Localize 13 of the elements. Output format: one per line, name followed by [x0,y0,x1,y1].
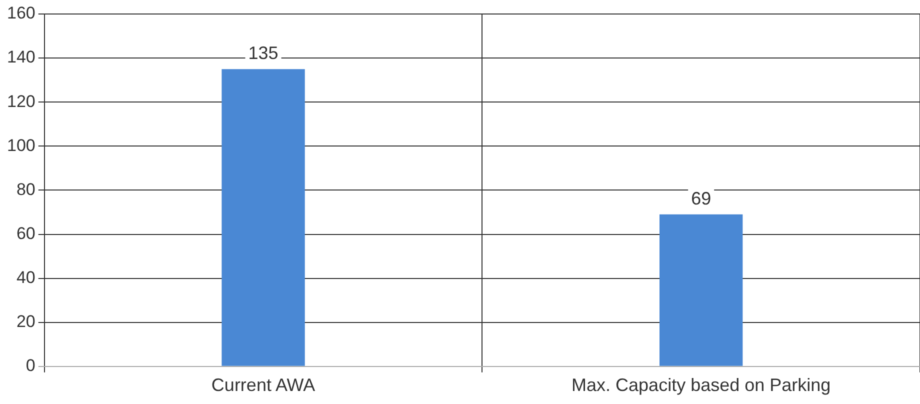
y-tick-label: 100 [6,136,36,155]
y-tick-label: 20 [16,312,36,332]
y-tick-label: 60 [16,224,36,243]
y-tick-label: 160 [6,4,36,23]
x-tick-label: Max. Capacity based on Parking [572,375,831,396]
y-tick-label: 140 [6,48,36,67]
y-tick-label: 120 [6,92,36,111]
x-tick-label: Current AWA [211,375,316,396]
y-tick-label: 40 [16,268,36,287]
y-tick-label: 0 [26,356,36,376]
data-label: 135 [248,43,278,64]
data-label: 69 [691,188,712,208]
y-tick-label: 80 [16,180,36,199]
